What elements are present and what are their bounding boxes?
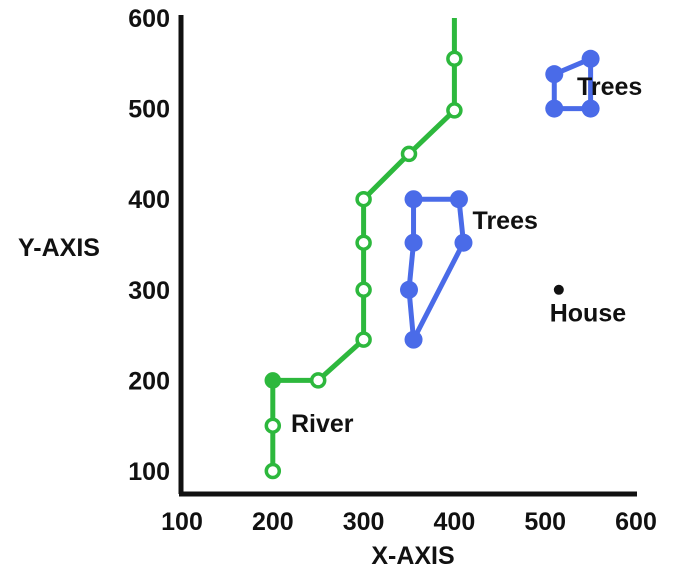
- trees-point: [454, 233, 473, 252]
- x-tick-label: 300: [343, 508, 385, 536]
- y-tick-label: 100: [128, 458, 170, 486]
- tick-labels: 100 200 300 400 500 600 100 200 300 400 500 600: [128, 5, 657, 536]
- house-point: [553, 284, 564, 295]
- trees-point: [545, 99, 564, 118]
- annotation-label: Trees: [473, 207, 538, 235]
- house-series: [553, 284, 564, 295]
- x-tick-label: 400: [434, 508, 476, 536]
- annotation-label: House: [550, 300, 627, 328]
- y-tick-label: 500: [128, 96, 170, 124]
- x-tick-label: 600: [615, 508, 657, 536]
- river-point: [355, 331, 372, 348]
- y-tick-label: 300: [128, 277, 170, 305]
- chart-marks: [264, 18, 600, 480]
- trees-point: [400, 280, 418, 299]
- trees-point: [581, 99, 600, 118]
- trees-point: [449, 190, 468, 209]
- river-point: [446, 50, 463, 68]
- trees-point: [404, 233, 423, 252]
- x-tick-label: 500: [524, 508, 566, 536]
- river-point: [264, 417, 282, 434]
- river-series: [264, 18, 463, 480]
- annotation-label: Trees: [577, 73, 642, 101]
- y-axis-title: Y-AXIS: [18, 234, 100, 262]
- river-point: [400, 145, 418, 163]
- river-point: [264, 462, 282, 480]
- trees-point: [404, 330, 423, 349]
- annotations: River Trees Trees House: [291, 73, 642, 438]
- y-tick-label: 200: [128, 367, 170, 395]
- river-point: [264, 372, 282, 389]
- river-point: [355, 234, 372, 251]
- chart-axes: [178, 15, 637, 497]
- x-tick-label: 100: [161, 508, 203, 536]
- annotation-label: River: [291, 410, 354, 438]
- trees-point: [545, 65, 564, 84]
- trees-point: [581, 49, 600, 68]
- river-point: [355, 190, 372, 208]
- trees-point: [404, 190, 423, 209]
- trees-series: [545, 49, 600, 118]
- x-tick-label: 200: [252, 508, 294, 536]
- y-tick-label: 600: [128, 5, 170, 33]
- x-axis-title: X-AXIS: [371, 542, 454, 570]
- trees-series: [400, 190, 473, 349]
- river-point: [355, 281, 372, 299]
- trees-outline: [406, 196, 466, 343]
- river-point: [446, 102, 463, 119]
- y-tick-label: 400: [128, 186, 170, 214]
- river-point: [309, 372, 327, 389]
